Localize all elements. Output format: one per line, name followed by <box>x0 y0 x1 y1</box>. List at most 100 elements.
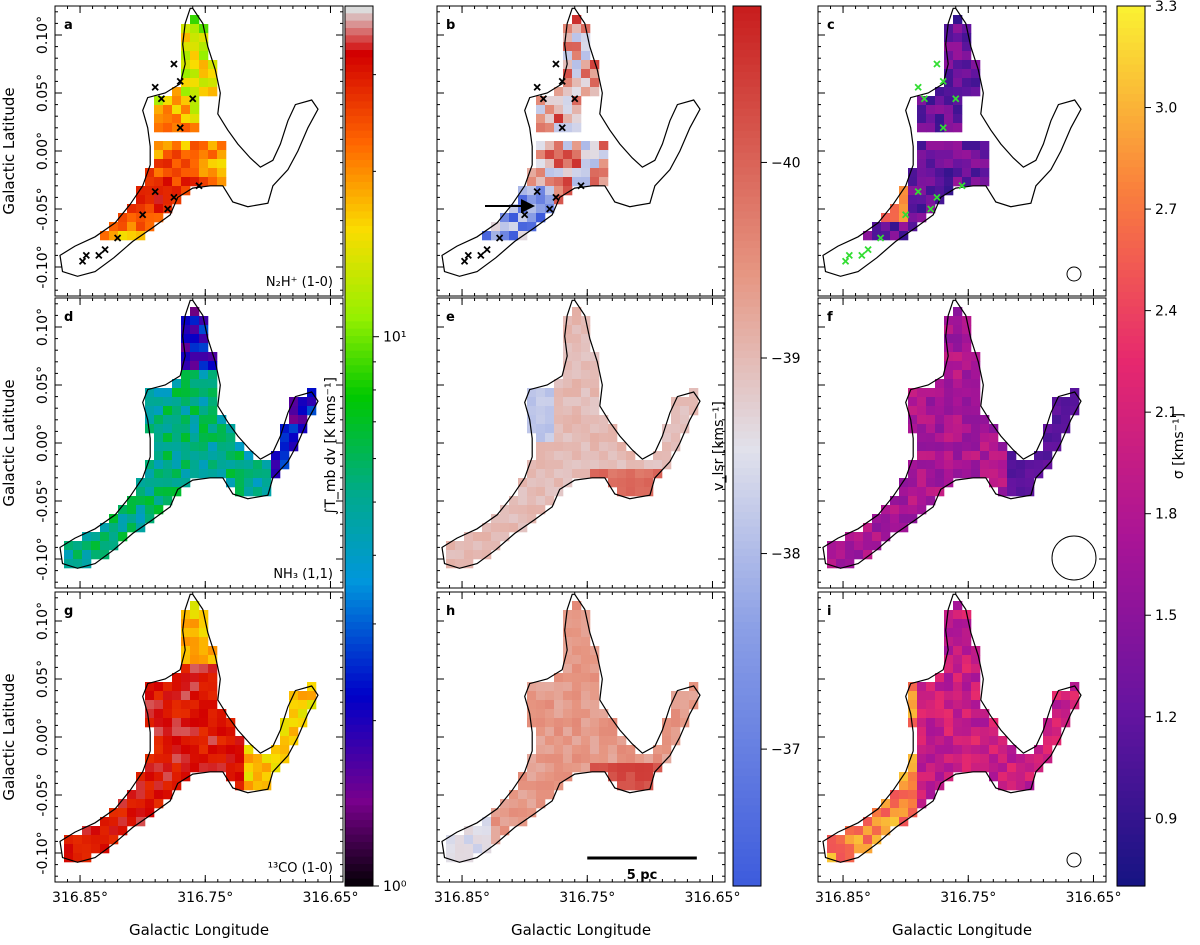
y-tick-label: -0.05° <box>35 479 51 522</box>
pixel <box>536 772 546 782</box>
pixel <box>181 24 191 34</box>
pixel <box>172 745 182 755</box>
pixel <box>971 60 981 70</box>
pixel <box>917 168 927 178</box>
pixel <box>971 682 981 692</box>
pixel <box>962 334 972 344</box>
pixel <box>581 433 591 443</box>
pixel <box>572 424 582 434</box>
pixel <box>935 379 945 389</box>
colorbar-segment <box>345 28 373 36</box>
pixel <box>917 388 927 398</box>
pixel <box>590 370 600 380</box>
colorbar-segment <box>733 783 761 792</box>
pixel <box>154 790 164 800</box>
pixel <box>899 204 909 214</box>
pixel <box>181 772 191 782</box>
pixel <box>827 541 837 551</box>
pixel <box>572 352 582 362</box>
pixel <box>1007 745 1017 755</box>
pixel <box>962 709 972 719</box>
x-axis-title: Galactic Longitude <box>892 921 1032 939</box>
pixel <box>608 478 618 488</box>
pixel <box>163 195 173 205</box>
pixel <box>199 655 209 665</box>
colorbar-segment <box>733 394 761 403</box>
pixel <box>572 718 582 728</box>
pixel <box>908 478 918 488</box>
pixel <box>527 469 537 479</box>
pixel <box>899 222 909 232</box>
pixel <box>199 87 209 97</box>
pixel <box>262 781 272 791</box>
pixel <box>271 460 281 470</box>
pixel <box>962 469 972 479</box>
pixel <box>190 655 200 665</box>
pixel <box>154 718 164 728</box>
pixel <box>953 379 963 389</box>
pixel <box>953 114 963 124</box>
colorbar-segment <box>1117 343 1145 352</box>
pixel <box>145 186 155 196</box>
colorbar-segment <box>345 717 373 726</box>
colorbar-segment <box>345 123 373 132</box>
pixel <box>671 700 681 710</box>
colorbar-segment <box>345 849 373 858</box>
pixel <box>1052 424 1062 434</box>
pixel <box>590 655 600 665</box>
pixel <box>235 469 245 479</box>
pixel <box>953 424 963 434</box>
pixel <box>944 682 954 692</box>
pixel <box>935 159 945 169</box>
pixel <box>208 736 218 746</box>
pixel <box>626 763 636 773</box>
pixel <box>289 433 299 443</box>
colorbar-segment <box>345 724 373 733</box>
colorbar-segment <box>1117 798 1145 806</box>
pixel <box>253 487 263 497</box>
pixel <box>872 835 882 845</box>
pixel <box>599 754 609 764</box>
core-marker <box>533 187 541 196</box>
core-marker <box>139 211 147 219</box>
pixel <box>572 325 582 335</box>
pixel <box>536 397 546 407</box>
pixel <box>863 550 873 560</box>
pixel <box>590 460 600 470</box>
pixel <box>980 736 990 746</box>
pixel <box>190 370 200 380</box>
pixel <box>626 451 636 461</box>
pixel <box>926 763 936 773</box>
pixel <box>1061 709 1071 719</box>
colorbar-segment <box>1117 512 1145 520</box>
pixel <box>190 601 200 611</box>
pixel <box>572 168 582 178</box>
pixel <box>199 343 209 353</box>
pixel <box>145 763 155 773</box>
pixel <box>491 808 501 818</box>
pixel <box>662 736 672 746</box>
pixel <box>935 388 945 398</box>
pixel <box>181 424 191 434</box>
pixel <box>208 646 218 656</box>
pixel <box>626 469 636 479</box>
pixel <box>163 691 173 701</box>
pixel <box>590 406 600 416</box>
colorbar-segment <box>1117 644 1145 652</box>
colorbar-segment <box>733 622 761 630</box>
colorbar-segment <box>1117 380 1145 388</box>
core-marker <box>113 234 122 242</box>
pixel <box>199 682 209 692</box>
pixel <box>199 469 209 479</box>
pixel <box>136 514 146 524</box>
pixel <box>208 718 218 728</box>
pixel <box>482 817 492 827</box>
pixel <box>590 69 600 79</box>
pixel <box>599 451 609 461</box>
pixel <box>1034 451 1044 461</box>
pixel <box>446 550 456 560</box>
pixel <box>217 141 227 151</box>
pixel <box>935 727 945 737</box>
pixel <box>235 772 245 782</box>
core-marker <box>464 251 472 260</box>
